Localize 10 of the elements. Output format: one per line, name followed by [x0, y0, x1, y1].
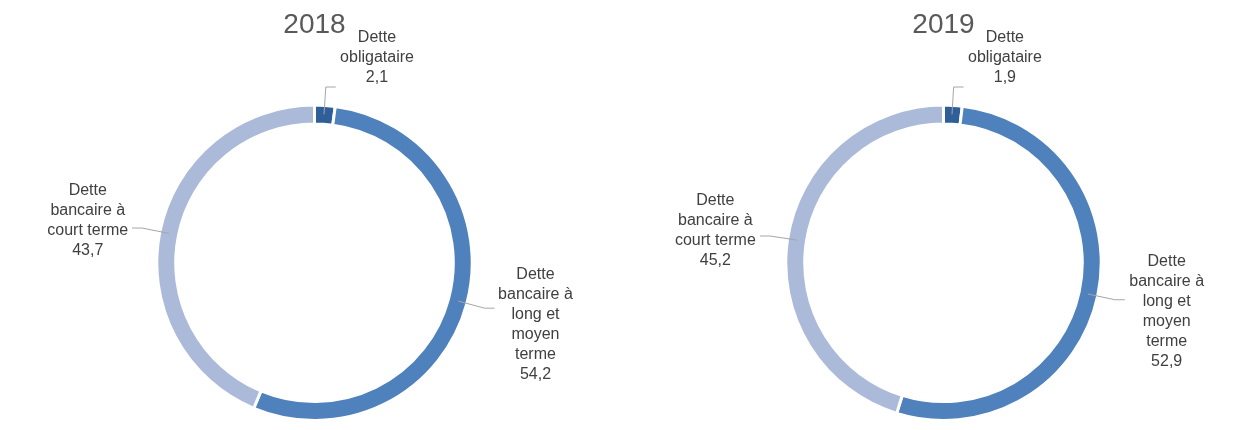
data-label: 45,2	[699, 250, 732, 268]
slice-label: Dette bancaire à long et moyen terme	[1129, 252, 1205, 350]
slice-label: Dette bancaire à long et moyen terme	[498, 264, 573, 362]
data-label: 52,9	[1151, 352, 1183, 370]
data-label: 1,9	[993, 67, 1017, 85]
data-label: 54,2	[519, 364, 552, 382]
slice-label: Dette bancaire à court terme	[47, 180, 129, 238]
slice-label: Dette bancaire à court terme	[674, 190, 756, 248]
data-label: 43,7	[72, 240, 104, 258]
data-label: 2,1	[365, 67, 389, 85]
